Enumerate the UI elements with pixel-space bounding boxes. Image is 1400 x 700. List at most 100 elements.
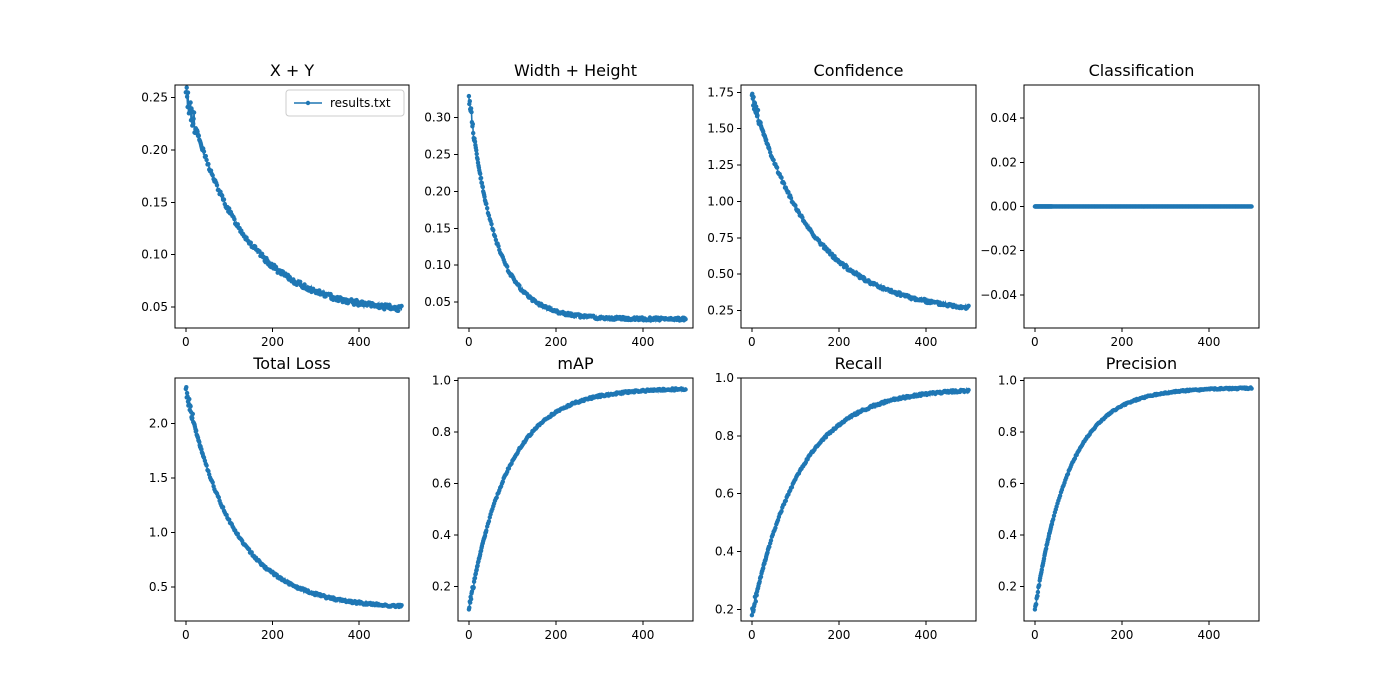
precision-ytick-label: 0.4: [998, 528, 1017, 542]
precision-point: [1249, 386, 1254, 391]
width-height-point: [491, 228, 496, 233]
x-y-point: [396, 308, 401, 313]
map-point: [494, 495, 499, 500]
confidence-ytick-label: 1.75: [707, 85, 734, 99]
total-loss-point: [194, 428, 199, 433]
legend-marker-swatch: [305, 100, 311, 106]
x-y-point: [214, 183, 220, 188]
recall-axes-frame: [740, 377, 977, 622]
confidence-ytick-label: 0.50: [707, 267, 734, 281]
recall-point: [754, 593, 759, 598]
total-loss-axes-frame: [174, 377, 410, 622]
map-point: [471, 585, 476, 590]
total-loss-xtick-label: 400: [348, 628, 371, 642]
width-height-xtick-label: 0: [465, 335, 473, 349]
width-height-point: [475, 157, 480, 162]
confidence-ytick-label: 0.25: [707, 304, 734, 318]
x-y-point: [206, 161, 211, 167]
confidence-point: [793, 203, 798, 208]
map-xtick-label: 400: [632, 628, 655, 642]
total-loss-point: [190, 415, 195, 421]
recall-point: [779, 509, 784, 514]
total-loss-point: [184, 385, 189, 390]
precision-xtick-label: 200: [1110, 628, 1133, 642]
panel-total-loss: Total Loss 0 200 400 0.5 1.0 1.5 2.0: [149, 354, 410, 642]
classification-xtick-label: 200: [1110, 335, 1133, 349]
width-height-title: Width + Height: [514, 61, 637, 80]
map-point: [500, 479, 505, 484]
map-title: mAP: [557, 354, 594, 373]
x-y-axes-frame: [174, 84, 410, 329]
width-height-point: [492, 234, 498, 239]
x-y-ytick-label: 0.20: [141, 143, 168, 157]
total-loss-point: [206, 468, 211, 474]
width-height-point: [493, 237, 499, 243]
width-height-xtick-label: 400: [632, 335, 655, 349]
precision-point: [1051, 517, 1056, 522]
confidence-xtick-label: 0: [748, 335, 756, 349]
width-height-point: [485, 206, 490, 211]
confidence-axes-frame: [740, 84, 977, 329]
classification-ytick-label: −0.02: [980, 244, 1017, 258]
x-y-point: [188, 100, 193, 105]
total-loss-point: [188, 404, 193, 409]
precision-title: Precision: [1106, 354, 1177, 373]
precision-point: [1037, 583, 1042, 588]
total-loss-ytick-label: 0.5: [149, 580, 168, 594]
width-height-point: [482, 194, 487, 199]
map-point: [683, 387, 688, 392]
x-y-xtick-label: 200: [261, 335, 284, 349]
confidence-ytick-label: 1.50: [707, 122, 734, 136]
x-y-point: [302, 282, 307, 287]
width-height-axes-frame: [457, 84, 694, 329]
precision-point: [1051, 513, 1057, 518]
x-y-point: [248, 240, 253, 245]
confidence-ytick-label: 1.25: [707, 158, 734, 172]
x-y-point: [195, 129, 200, 134]
total-loss-ytick-label: 1.5: [149, 471, 168, 485]
recall-title: Recall: [835, 354, 883, 373]
x-y-point: [220, 193, 225, 198]
x-y-xtick-label: 0: [182, 335, 190, 349]
classification-xtick-label: 0: [1031, 335, 1039, 349]
x-y-point: [196, 133, 201, 138]
x-y-point: [201, 149, 207, 154]
total-loss-point: [197, 439, 202, 445]
panel-precision: Precision 0 200 400 0.2 0.4 0.6 0.8 1.0: [998, 354, 1260, 642]
confidence-point: [786, 189, 791, 195]
width-height-point: [466, 93, 472, 99]
panel-map: mAP 0 200 400 0.2 0.4 0.6 0.8 1.0: [432, 354, 694, 642]
map-point: [475, 563, 480, 568]
total-loss-point: [204, 463, 209, 468]
confidence-title: Confidence: [814, 61, 904, 80]
total-loss-point: [216, 495, 221, 500]
recall-point: [751, 607, 756, 612]
width-height-point: [478, 175, 484, 181]
width-height-point: [496, 244, 501, 249]
confidence-point: [754, 104, 759, 109]
x-y-point: [235, 222, 240, 227]
recall-point: [966, 387, 971, 393]
width-height-point: [683, 317, 688, 322]
total-loss-xtick-label: 0: [182, 628, 190, 642]
confidence-point: [781, 181, 787, 186]
total-loss-xtick-label: 200: [261, 628, 284, 642]
classification-point: [1249, 204, 1254, 209]
precision-xtick-label: 400: [1198, 628, 1221, 642]
precision-ytick-label: 1.0: [998, 374, 1017, 388]
total-loss-point: [227, 517, 232, 522]
confidence-point: [767, 146, 772, 152]
x-y-point: [232, 217, 237, 222]
confidence-point: [779, 175, 784, 180]
width-height-ytick-label: 0.25: [424, 147, 451, 161]
map-point: [472, 575, 478, 581]
width-height-point: [479, 180, 485, 186]
x-y-point: [185, 90, 191, 95]
confidence-ytick-label: 1.00: [707, 194, 734, 208]
precision-point: [1035, 589, 1041, 595]
precision-ytick-label: 0.6: [998, 476, 1017, 490]
width-height-ytick-label: 0.20: [424, 184, 451, 198]
recall-point: [768, 538, 774, 543]
classification-ytick-label: 0.02: [990, 155, 1017, 169]
